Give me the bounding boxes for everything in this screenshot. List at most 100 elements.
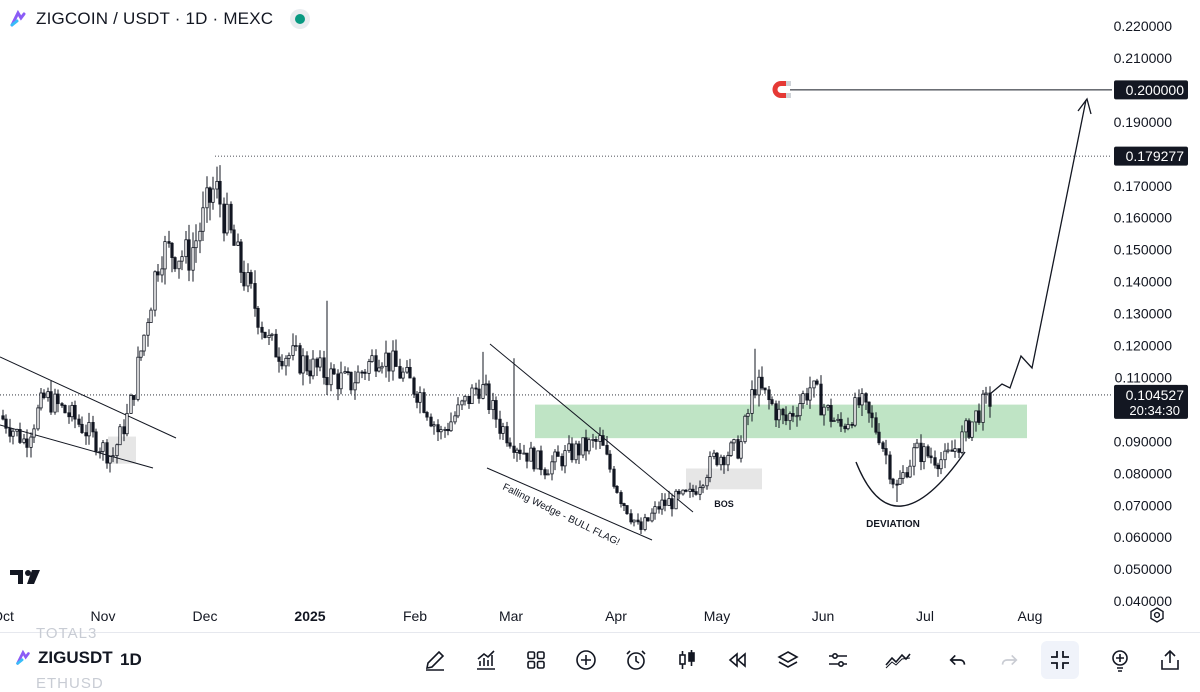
settings-sliders-button[interactable]	[821, 643, 855, 677]
layers-button[interactable]	[771, 643, 805, 677]
candle-up	[201, 207, 205, 232]
y-tick-label: 0.080000	[1114, 465, 1173, 481]
y-tick-label: 0.070000	[1114, 497, 1173, 513]
candle-up	[650, 512, 654, 522]
wedge-upper-nov	[0, 356, 177, 439]
candle-up	[311, 358, 315, 377]
candle-down	[315, 358, 319, 368]
candle-up	[984, 392, 988, 395]
candle-up	[536, 450, 540, 470]
x-tick-label: 2025	[294, 608, 325, 624]
candle-down	[467, 395, 471, 405]
redo-button[interactable]	[992, 643, 1026, 677]
candle-up	[591, 438, 595, 441]
candle-up	[449, 421, 453, 432]
candle-up	[750, 389, 754, 414]
y-tick-label: 0.050000	[1114, 561, 1173, 577]
candle-down	[229, 203, 233, 231]
candle-up	[356, 371, 360, 384]
candle-up	[550, 461, 554, 475]
candle-down	[63, 404, 67, 414]
ghost-symbol-top: TOTAL3	[36, 625, 98, 642]
drawing-tool-button[interactable]	[418, 643, 452, 677]
candle-down	[239, 241, 243, 273]
x-tick-label: Oct	[0, 608, 14, 624]
candle-up	[915, 442, 919, 449]
indicators-button[interactable]	[881, 643, 915, 677]
candle-down	[308, 370, 312, 377]
forecast-button[interactable]	[469, 643, 503, 677]
replay-button[interactable]	[720, 643, 754, 677]
candle-up	[501, 426, 505, 434]
candle-up	[108, 456, 112, 464]
fullscreen-toggle-button[interactable]	[1041, 641, 1079, 679]
symbol-title[interactable]: ZIGCOIN / USDT · 1D · MEXC	[36, 9, 274, 28]
target-price-tag-bg	[1114, 80, 1188, 100]
undo-button[interactable]	[941, 643, 975, 677]
candle-up	[953, 448, 957, 452]
bottom-toolbar: TOTAL3 ETHUSD ZIGUSDT 1D	[0, 625, 1200, 692]
interval-selector[interactable]: 1D	[120, 650, 142, 669]
candle-down	[933, 457, 937, 466]
y-tick-label: 0.160000	[1114, 210, 1173, 226]
candle-up	[194, 240, 198, 249]
add-button[interactable]	[569, 643, 603, 677]
x-tick-label: Jun	[812, 608, 835, 624]
candle-up	[301, 355, 305, 374]
candle-up	[529, 447, 533, 462]
candle-down	[505, 426, 509, 444]
candle-up	[98, 450, 102, 453]
zig-logo-icon	[10, 9, 26, 27]
candle-down	[770, 399, 774, 405]
candle-down	[394, 350, 398, 367]
candle-down	[629, 513, 633, 523]
share-icon	[1161, 649, 1179, 670]
candle-down	[298, 345, 302, 374]
symbol-selector[interactable]: ZIGUSDT	[14, 648, 113, 668]
candle-down	[601, 435, 605, 446]
candle-down	[256, 307, 260, 328]
ideas-button[interactable]	[1103, 643, 1137, 677]
candle-down	[274, 333, 278, 358]
candle-down	[422, 392, 426, 413]
candle-up	[653, 506, 657, 514]
candle-down	[857, 397, 861, 406]
candle-down	[877, 431, 881, 444]
share-button[interactable]	[1153, 643, 1187, 677]
candle-down	[477, 388, 481, 399]
price-chart[interactable]: 0.2200000.2100000.2000000.1900000.180000…	[0, 0, 1200, 630]
candle-down	[691, 488, 695, 493]
candle-up	[53, 393, 57, 413]
settings-icon[interactable]	[1148, 606, 1166, 624]
alert-button[interactable]	[619, 643, 653, 677]
candle-down	[663, 499, 667, 506]
rewind-icon	[728, 652, 746, 668]
candle-down	[929, 455, 933, 459]
chart-up-icon	[477, 650, 495, 670]
candle-down	[625, 505, 629, 515]
candle-up	[808, 387, 812, 401]
y-tick-label: 0.060000	[1114, 529, 1173, 545]
candle-down	[332, 368, 336, 375]
layouts-button[interactable]	[519, 643, 553, 677]
candle-up	[632, 519, 636, 523]
y-tick-label: 0.040000	[1114, 593, 1173, 609]
candle-down	[487, 383, 491, 411]
candle-up	[826, 405, 830, 408]
candle-up	[726, 455, 730, 466]
candle-up	[546, 473, 550, 476]
candle-up	[70, 404, 74, 418]
candle-up	[236, 241, 240, 246]
candle-down	[839, 418, 843, 427]
y-tick-label: 0.190000	[1114, 114, 1173, 130]
candle-up	[795, 415, 799, 418]
candle-down	[25, 438, 29, 448]
x-tick-label: Jul	[916, 608, 934, 624]
candle-up	[470, 387, 474, 405]
chart-type-button[interactable]	[670, 643, 704, 677]
candle-up	[380, 365, 384, 369]
wedge-upper-mar	[489, 343, 694, 513]
candle-down	[753, 389, 757, 396]
y-tick-label: 0.210000	[1114, 50, 1173, 66]
candle-up	[439, 429, 443, 433]
